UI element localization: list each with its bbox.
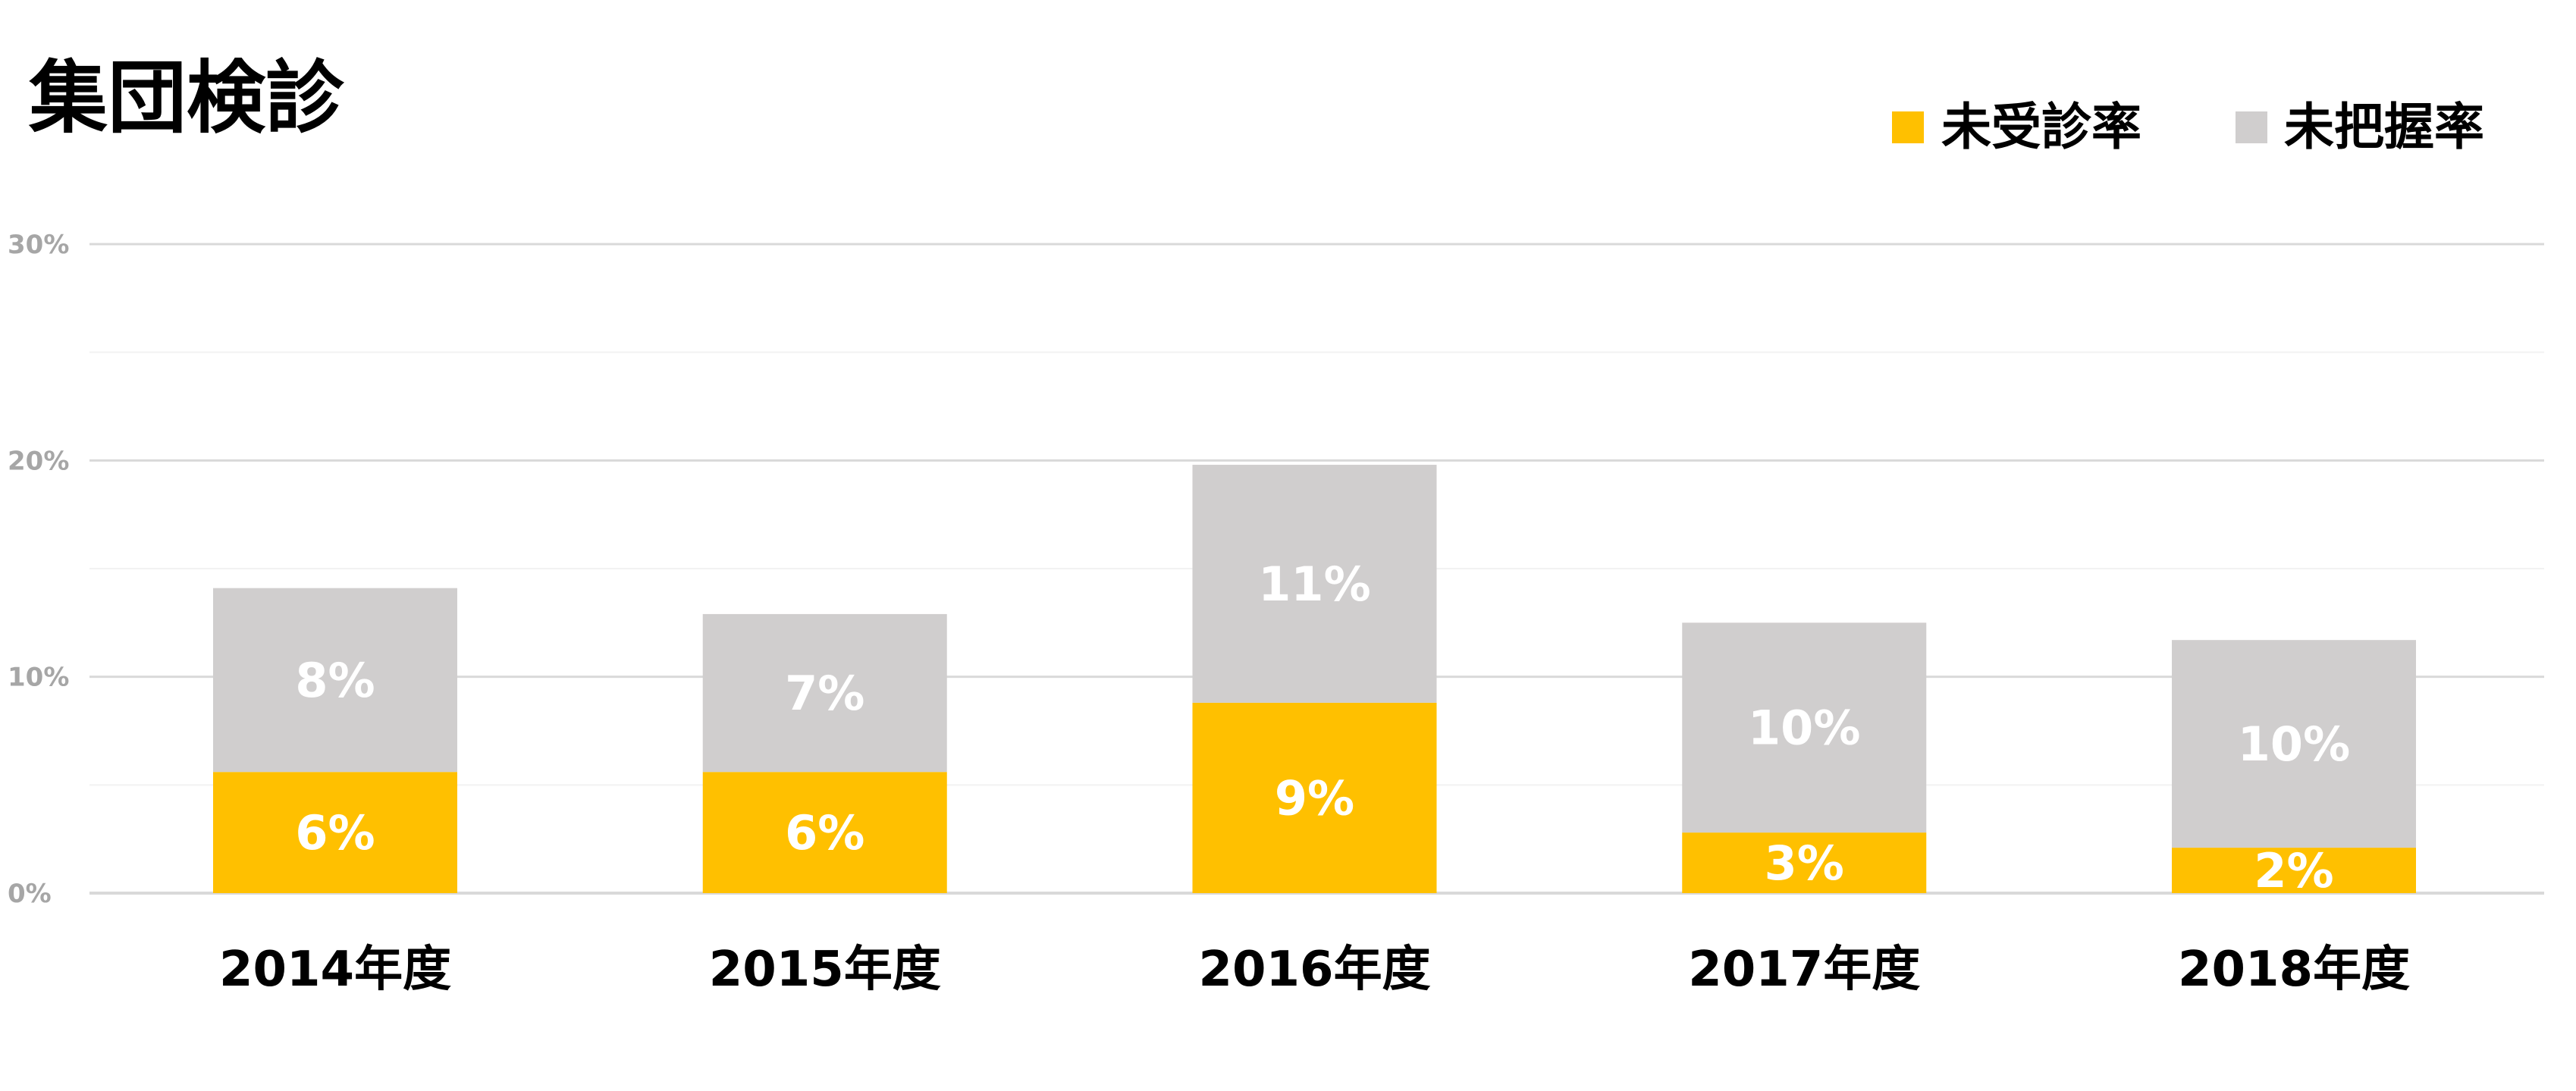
data-label-unexamined: 6%	[785, 805, 864, 861]
y-tick-label: 10%	[8, 663, 69, 693]
bar-segment-unexamined	[2172, 848, 2416, 893]
bar-segment-unexamined	[1192, 702, 1437, 893]
x-tick-label: 2014年度	[219, 942, 451, 998]
x-tick-label: 2016年度	[1198, 942, 1430, 998]
legend-item-unexamined: 未受診率	[1892, 98, 2141, 156]
legend-swatch-unknown	[2236, 111, 2267, 143]
data-label-unknown: 10%	[2238, 716, 2350, 772]
data-label-unknown: 10%	[1748, 701, 1860, 756]
bar-segment-unexamined	[702, 772, 947, 893]
data-label-unexamined: 2%	[2254, 843, 2333, 898]
legend-swatch-unexamined	[1892, 111, 1924, 143]
x-tick-label: 2017年度	[1688, 942, 1920, 998]
y-tick-label: 0%	[8, 879, 52, 909]
data-label-unknown: 7%	[785, 666, 864, 721]
legend-label-unknown: 未把握率	[2284, 98, 2484, 156]
data-label-unknown: 11%	[1258, 556, 1370, 612]
bar-segment-unknown	[702, 613, 947, 773]
legend-label-unexamined: 未受診率	[1941, 98, 2141, 156]
bar-segment-unknown	[2172, 640, 2416, 848]
x-axis-ticks: 2014年度 2015年度 2016年度 2017年度 2018年度	[219, 942, 2410, 998]
x-tick-label: 2018年度	[2178, 942, 2410, 998]
y-tick-label: 30%	[8, 230, 69, 260]
bar-segment-unknown	[213, 588, 457, 773]
legend: 未受診率 未把握率	[1892, 98, 2484, 156]
legend-item-unknown: 未把握率	[2236, 98, 2484, 156]
y-axis-ticks: 0% 10% 20% 30%	[8, 230, 69, 909]
x-tick-label: 2015年度	[709, 942, 941, 998]
bar-segment-unexamined	[1682, 832, 1927, 893]
bar-segment-unknown	[1192, 465, 1437, 703]
data-label-unexamined: 3%	[1765, 835, 1844, 891]
bar-segment-unexamined	[213, 772, 457, 893]
bar-segment-unknown	[1682, 622, 1927, 833]
y-tick-label: 20%	[8, 446, 69, 476]
data-label-unexamined: 6%	[295, 805, 375, 861]
data-label-unexamined: 9%	[1275, 770, 1354, 826]
bars	[213, 465, 2416, 893]
data-labels: 6% 8% 6% 7% 9% 11% 3% 10% 2% 10%	[295, 556, 2350, 898]
data-label-unknown: 8%	[295, 653, 375, 708]
chart-title: 集団検診	[28, 52, 345, 144]
